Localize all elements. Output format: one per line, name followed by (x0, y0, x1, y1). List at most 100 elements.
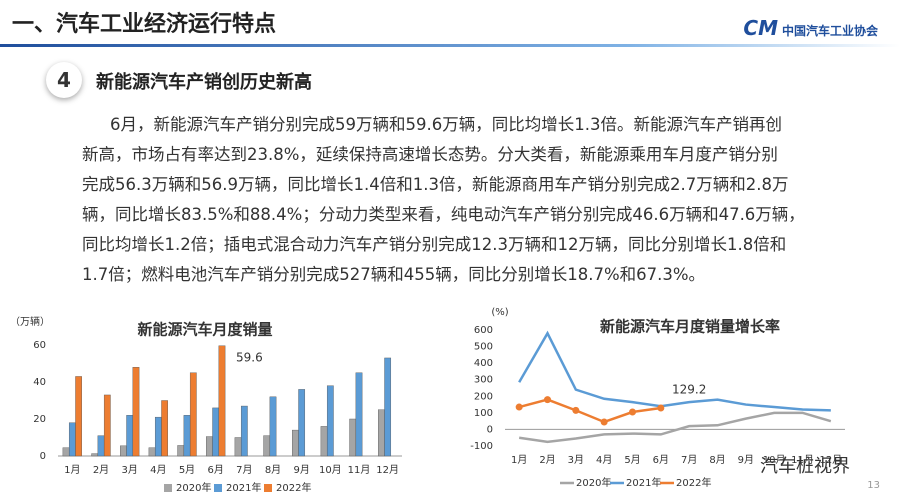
chart-title: 新能源汽车月度销量 (137, 321, 272, 339)
x-tick-label: 1月 (511, 454, 527, 466)
bar (218, 345, 226, 457)
legend-label: 2021年 (226, 481, 261, 494)
bar (75, 376, 82, 457)
logo-text: 中国汽车工业协会 (781, 24, 878, 38)
x-tick-label: 12月 (376, 464, 399, 476)
bar (126, 415, 134, 457)
x-tick-label: 11月 (791, 454, 814, 466)
point (629, 408, 636, 416)
x-tick-label: 7月 (236, 464, 252, 476)
legend-swatch (164, 484, 172, 492)
y-tick-label: 500 (474, 342, 493, 353)
annotation: 59.6 (236, 351, 263, 365)
x-tick-label: 1月 (64, 464, 80, 476)
x-tick-label: 4月 (150, 464, 166, 476)
bar (189, 372, 197, 457)
y-tick-label: 600 (474, 325, 493, 336)
x-tick-label: 5月 (179, 464, 195, 476)
chart: 新能源汽车月度销量 （万辆） 0 20 40 60 1月 2月 3月 4月 5月 6月 7月 8月 9月 10… (10, 315, 402, 494)
bar (326, 385, 334, 457)
paragraph-line: 同比均增长1.2倍；插电式混合动力汽车产销分别完成12.3万辆和12万辆，同比分… (82, 235, 787, 254)
y-axis-label: (%) (491, 307, 508, 318)
x-tick-label: 12月 (819, 454, 842, 466)
bar (269, 396, 277, 457)
x-tick-label: 5月 (624, 454, 640, 466)
section-title: 新能源汽车产销创历史新高 (96, 72, 312, 93)
bar (120, 445, 127, 457)
x-tick-label: 4月 (596, 454, 612, 466)
bar (62, 447, 70, 457)
point (544, 396, 551, 404)
bar (161, 400, 168, 457)
bar (154, 416, 162, 457)
bar (103, 394, 111, 457)
line (518, 398, 662, 424)
paragraph-line: 辆，同比增长83.5%和88.4%；分动力类型来看，纯电动汽车产销分别完成46.… (82, 205, 805, 224)
legend-label: 2022年 (676, 476, 711, 489)
x-tick-label: 6月 (207, 464, 223, 476)
header-title: 一、汽车工业经济运行特点 (12, 12, 277, 37)
x-tick-label: 3月 (121, 464, 137, 476)
bar (177, 445, 185, 457)
y-tick-label: 60 (33, 340, 46, 351)
y-tick-label: -100 (470, 441, 493, 452)
y-tick-label: 400 (474, 358, 493, 369)
y-tick-label: 0 (487, 424, 493, 435)
bar (183, 415, 191, 457)
page-number: 13 (867, 480, 880, 491)
x-tick-label: 3月 (568, 454, 584, 466)
logo: CM 中国汽车工业协会 (743, 16, 878, 40)
line (518, 411, 832, 444)
y-tick-label: 0 (40, 451, 46, 462)
annotation: 129.2 (672, 383, 706, 397)
bar (234, 437, 242, 457)
bar (68, 422, 76, 457)
bar (240, 405, 248, 457)
chart: 新能源汽车月度销量增长率 (%) -100 0 100 200 300 400 500 600 1月… (470, 307, 845, 489)
bar (349, 418, 357, 457)
bar (292, 429, 299, 457)
bar (384, 357, 392, 457)
x-tick-label: 8月 (265, 464, 281, 476)
paragraph-line: 新高，市场占有率达到23.8%，延续保持高速增长态势。分大类看，新能源乘用车月度… (82, 145, 778, 164)
x-tick-label: 7月 (681, 454, 697, 466)
bar (206, 436, 213, 457)
section-number: 4 (46, 62, 82, 98)
bar (132, 366, 140, 457)
legend-label: 2020年 (576, 476, 611, 489)
y-tick-label: 200 (474, 391, 493, 402)
chart-title: 新能源汽车月度销量增长率 (600, 318, 780, 336)
x-tick-label: 9月 (293, 464, 309, 476)
point (657, 404, 665, 412)
point (600, 418, 608, 426)
x-tick-label: 8月 (709, 454, 725, 466)
logo-mark: CM (743, 16, 778, 40)
x-tick-label: 10月 (319, 464, 342, 476)
legend-label: 2021年 (626, 476, 661, 489)
point (515, 403, 523, 411)
x-tick-label: 2月 (93, 464, 109, 476)
x-tick-label: 2月 (539, 454, 555, 466)
y-tick-label: 40 (33, 377, 46, 388)
header-rule (0, 44, 900, 47)
paragraph-line: 完成56.3万辆和56.9万辆，同比增长1.4倍和1.3倍，新能源商用车产销分别… (82, 175, 789, 194)
paragraph: 6月，新能源汽车产销分别完成59万辆和59.6万辆，同比均增长1.3倍。新能源汽… (82, 110, 892, 290)
bar (91, 453, 99, 457)
bar (97, 435, 105, 457)
line (518, 330, 831, 412)
legend-label: 2020年 (176, 481, 211, 494)
bar (263, 435, 271, 457)
legend-swatch (264, 484, 272, 492)
x-tick-label: 10月 (763, 454, 786, 466)
paragraph-line: 6月，新能源汽车产销分别完成59万辆和59.6万辆，同比均增长1.3倍。新能源汽… (110, 115, 782, 134)
legend-label: 2022年 (276, 481, 311, 494)
bar (212, 407, 220, 457)
y-tick-label: 300 (474, 375, 493, 386)
legend-swatch (214, 484, 222, 492)
paragraph-line: 1.7倍；燃料电池汽车产销分别完成527辆和455辆，同比分别增长18.7%和6… (82, 265, 706, 284)
bar (355, 372, 363, 457)
y-tick-label: 100 (474, 408, 493, 419)
bar (298, 389, 306, 457)
x-tick-label: 9月 (738, 454, 754, 466)
